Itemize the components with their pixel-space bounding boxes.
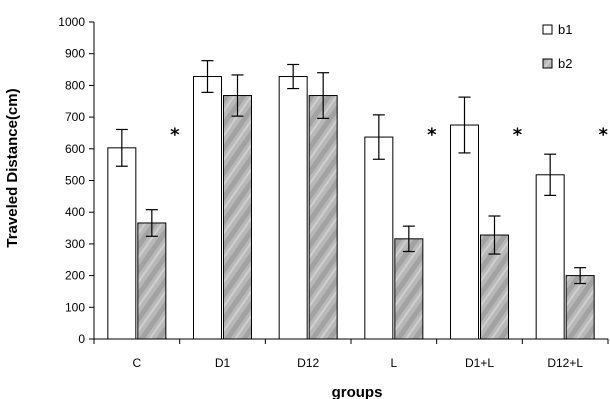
significance-star: * [513, 125, 523, 146]
bar-b2-d1 [223, 95, 252, 340]
x-tick-label: D12+L [547, 356, 583, 370]
x-tick-label: L [390, 356, 397, 370]
y-tick-label: 800 [65, 78, 85, 92]
significance-star: * [598, 125, 608, 146]
y-tick-label: 0 [78, 332, 85, 346]
bar-b2-c [137, 222, 167, 340]
x-tick-label: D1 [215, 356, 231, 370]
legend-label-b2: b2 [558, 56, 572, 71]
y-tick-label: 900 [65, 47, 85, 61]
x-tick-label: D12 [297, 356, 319, 370]
y-axis-title: Traveled Distance(cm) [4, 88, 21, 247]
bar-b2-d12 [308, 95, 338, 340]
bar-b1-d12-plus-l [535, 174, 565, 340]
y-tick-label: 500 [65, 174, 85, 188]
bar-b1-l [364, 136, 394, 340]
bar-b1-d12 [278, 76, 308, 340]
significance-star: * [427, 125, 437, 146]
plot-area: 0 100 200 300 400 500 600 700 800 900 1000 C D1 D12 L D… [58, 15, 609, 370]
y-tick-label: 600 [65, 142, 85, 156]
y-tick-label: 100 [65, 300, 85, 314]
x-tick-label: C [132, 356, 141, 370]
y-tick-label: 300 [65, 237, 85, 251]
legend-swatch-b2 [542, 58, 553, 69]
x-axis-title: groups [332, 384, 383, 399]
bar-b1-c [107, 147, 137, 340]
bar-b1-d1-plus-l [450, 124, 479, 340]
legend-swatch-b1 [542, 24, 553, 35]
legend-label-b1: b1 [558, 22, 572, 37]
y-tick-label: 700 [65, 110, 85, 124]
bar-b2-l [394, 238, 424, 340]
y-tick-label: 400 [65, 205, 85, 219]
y-tick-label: 1000 [58, 15, 85, 29]
y-tick-label: 200 [65, 269, 85, 283]
x-tick-label: D1+L [465, 356, 494, 370]
bar-b1-d1 [193, 76, 222, 340]
significance-star: * [170, 125, 180, 146]
bar-b2-d12-plus-l [565, 275, 595, 340]
